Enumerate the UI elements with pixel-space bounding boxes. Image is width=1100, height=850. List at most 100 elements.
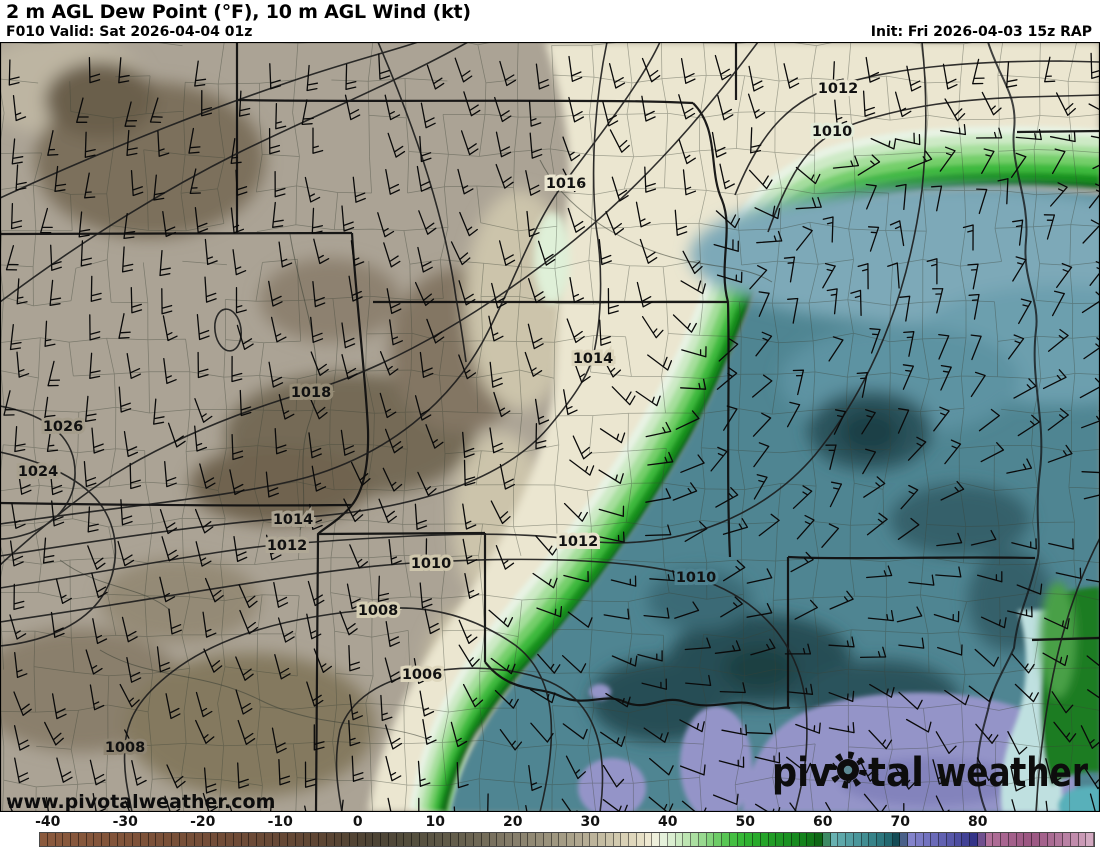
- colorbar-segment: [822, 833, 831, 846]
- colorbar-segment: [520, 833, 529, 846]
- colorbar-tick-label: -20: [190, 814, 216, 830]
- colorbar-segment: [667, 833, 676, 846]
- colorbar-segment: [551, 833, 560, 846]
- colorbar-segment: [474, 833, 482, 846]
- pressure-label: 1014: [273, 512, 313, 528]
- colorbar-segment: [326, 833, 335, 846]
- colorbar-segment: [861, 833, 870, 846]
- colorbar-segment: [148, 833, 157, 846]
- colorbar-segment: [737, 833, 746, 846]
- colorbar-segment: [481, 833, 490, 846]
- gear-icon: [829, 751, 867, 789]
- colorbar-segment: [1078, 833, 1087, 846]
- colorbar-tick-label: 70: [890, 814, 910, 830]
- pressure-label: 1014: [573, 351, 613, 367]
- colorbar-segment: [1055, 833, 1063, 846]
- colorbar-tick-label: -40: [35, 814, 61, 830]
- colorbar-segment: [94, 833, 102, 846]
- pressure-label-layer: 1012 1010 1016 1014 1018 1026 1024 1014 1012 1010…: [15, 78, 861, 759]
- colorbar-segment: [179, 833, 188, 846]
- colorbar-segment: [613, 833, 622, 846]
- colorbar-segment: [288, 833, 296, 846]
- colorbar-segment: [652, 833, 660, 846]
- pressure-label: 1018: [291, 385, 331, 401]
- colorbar-segment: [853, 833, 862, 846]
- colorbar-tick-label: 60: [813, 814, 833, 830]
- colorbar-segment: [40, 833, 48, 846]
- colorbar-segment: [931, 833, 939, 846]
- colorbar-segment: [55, 833, 64, 846]
- colorbar-tick-label: 80: [968, 814, 988, 830]
- colorbar-area: -40 -30 -20 -10 0 10 20 30 40 50 60 70 80: [0, 812, 1100, 850]
- colorbar-segment: [373, 833, 381, 846]
- colorbar-segment: [582, 833, 591, 846]
- colorbar: [39, 832, 1095, 847]
- river-lines: [59, 159, 773, 741]
- pressure-label: 1024: [18, 464, 58, 480]
- colorbar-segment: [117, 833, 126, 846]
- colorbar-tick-label: 20: [503, 814, 523, 830]
- colorbar-segment: [644, 833, 653, 846]
- colorbar-segment: [1047, 833, 1056, 846]
- valid-time-label: F010 Valid: Sat 2026-04-04 01z: [6, 24, 253, 40]
- colorbar-segment: [272, 833, 281, 846]
- colorbar-segment: [102, 833, 110, 846]
- pressure-label: 1012: [818, 81, 858, 97]
- colorbar-segment: [985, 833, 994, 846]
- watermark-brand-piv: piv: [772, 750, 832, 796]
- colorbar-segment: [784, 833, 792, 846]
- colorbar-tick-label: 50: [735, 814, 755, 830]
- colorbar-segment: [923, 833, 932, 846]
- colorbar-segment: [605, 833, 614, 846]
- pressure-label: 1012: [267, 538, 307, 554]
- colorbar-segment: [970, 833, 978, 846]
- colorbar-segment: [567, 833, 575, 846]
- colorbar-segment: [869, 833, 877, 846]
- colorbar-segment: [590, 833, 598, 846]
- colorbar-segment: [264, 833, 273, 846]
- colorbar-segment: [877, 833, 885, 846]
- colorbar-segment: [435, 833, 443, 846]
- colorbar-segment: [574, 833, 583, 846]
- colorbar-segment: [900, 833, 908, 846]
- colorbar-segment: [319, 833, 327, 846]
- colorbar-tick-label: -10: [267, 814, 293, 830]
- colorbar-segment: [621, 833, 629, 846]
- pressure-label: 1026: [43, 419, 83, 435]
- colorbar-segment: [706, 833, 715, 846]
- colorbar-segment: [396, 833, 405, 846]
- colorbar-segment: [977, 833, 986, 846]
- colorbar-segment: [295, 833, 304, 846]
- init-time-label: Init: Fri 2026-04-03 15z RAP: [870, 24, 1092, 40]
- watermark-brand: piv tal weather: [772, 750, 1088, 796]
- colorbar-segment: [202, 833, 211, 846]
- colorbar-segment: [776, 833, 784, 846]
- colorbar-segment: [218, 833, 226, 846]
- colorbar-segment: [1039, 833, 1048, 846]
- colorbar-segment: [233, 833, 242, 846]
- colorbar-segment: [559, 833, 567, 846]
- colorbar-segment: [78, 833, 87, 846]
- colorbar-segment: [334, 833, 343, 846]
- colorbar-segment: [512, 833, 521, 846]
- pressure-label: 1012: [558, 534, 598, 550]
- colorbar-segment: [745, 833, 753, 846]
- colorbar-segment: [660, 833, 668, 846]
- colorbar-tick-label: 10: [425, 814, 445, 830]
- colorbar-segment: [528, 833, 536, 846]
- colorbar-segment: [536, 833, 544, 846]
- colorbar-segment: [838, 833, 846, 846]
- colorbar-segment: [691, 833, 699, 846]
- colorbar-segment: [140, 833, 149, 846]
- colorbar-segment: [226, 833, 234, 846]
- watermark-brand-tal: tal: [868, 750, 924, 796]
- dewpoint-wind-map: 1012 1010 1016 1014 1018 1026 1024 1014 1012 1010…: [0, 42, 1100, 812]
- watermark-url: www.pivotalweather.com: [6, 791, 275, 812]
- colorbar-segment: [86, 833, 95, 846]
- colorbar-segment: [357, 833, 366, 846]
- colorbar-segment: [195, 833, 203, 846]
- colorbar-segment: [450, 833, 459, 846]
- colorbar-segment: [63, 833, 71, 846]
- colorbar-segment: [791, 833, 800, 846]
- page-title: 2 m AGL Dew Point (°F), 10 m AGL Wind (k…: [6, 1, 471, 23]
